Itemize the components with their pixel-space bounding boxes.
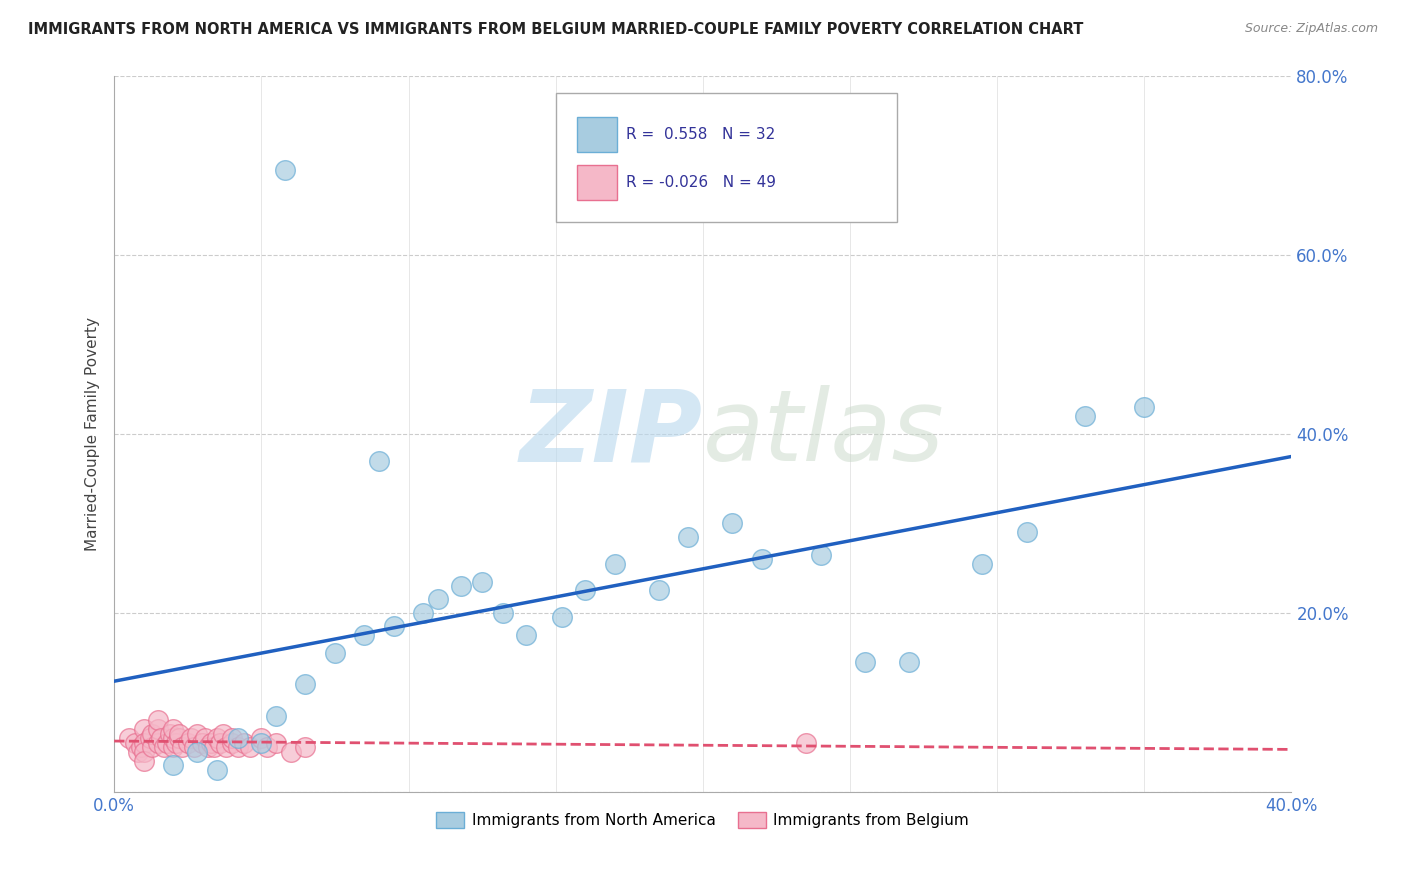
Point [232, 736, 254, 750]
Point [132, 745, 155, 759]
Point [250, 731, 273, 746]
Point [221, 731, 243, 746]
Point [264, 709, 287, 723]
Point [239, 740, 262, 755]
Point [647, 583, 669, 598]
Point [162, 731, 184, 746]
Point [180, 731, 202, 746]
Point [202, 740, 225, 755]
Point [450, 579, 472, 593]
Y-axis label: Married-Couple Family Poverty: Married-Couple Family Poverty [86, 317, 100, 550]
Text: ZIP: ZIP [520, 385, 703, 483]
Point [162, 723, 184, 737]
Point [550, 610, 572, 624]
Point [159, 727, 181, 741]
Point [212, 727, 235, 741]
Point [1133, 400, 1156, 414]
Point [200, 736, 222, 750]
Point [124, 736, 146, 750]
Point [471, 574, 494, 589]
Point [897, 655, 920, 669]
Text: IMMIGRANTS FROM NORTH AMERICA VS IMMIGRANTS FROM BELGIUM MARRIED-COUPLE FAMILY P: IMMIGRANTS FROM NORTH AMERICA VS IMMIGRA… [28, 22, 1084, 37]
Point [205, 731, 228, 746]
Point [574, 583, 596, 598]
Point [186, 727, 208, 741]
Point [162, 740, 184, 755]
Text: atlas: atlas [703, 385, 945, 483]
FancyBboxPatch shape [555, 94, 897, 222]
Point [721, 516, 744, 531]
Point [603, 557, 626, 571]
Point [141, 740, 163, 755]
Point [167, 727, 190, 741]
Point [127, 745, 149, 759]
Point [323, 646, 346, 660]
Point [148, 736, 170, 750]
Point [256, 740, 278, 755]
Point [191, 736, 214, 750]
Point [132, 754, 155, 768]
Point [972, 557, 994, 571]
Point [294, 740, 316, 755]
Point [148, 723, 170, 737]
Point [426, 592, 449, 607]
Point [183, 740, 205, 755]
Point [676, 530, 699, 544]
Point [1015, 525, 1038, 540]
Legend: Immigrants from North America, Immigrants from Belgium: Immigrants from North America, Immigrant… [430, 806, 976, 835]
Point [132, 736, 155, 750]
Point [294, 677, 316, 691]
Point [264, 736, 287, 750]
Point [153, 740, 176, 755]
Point [170, 740, 193, 755]
Point [118, 731, 141, 746]
Point [129, 740, 152, 755]
Point [515, 628, 537, 642]
Point [177, 736, 200, 750]
Point [148, 714, 170, 728]
Point [250, 736, 273, 750]
Point [412, 606, 434, 620]
Point [751, 552, 773, 566]
Point [226, 731, 249, 746]
Point [186, 745, 208, 759]
Point [794, 736, 817, 750]
Point [353, 628, 375, 642]
Point [368, 453, 391, 467]
Point [165, 736, 187, 750]
Point [138, 731, 160, 746]
Point [150, 731, 173, 746]
Point [274, 162, 297, 177]
Text: R = -0.026   N = 49: R = -0.026 N = 49 [626, 176, 776, 191]
Point [492, 606, 515, 620]
Point [209, 736, 232, 750]
Text: R =  0.558   N = 32: R = 0.558 N = 32 [626, 128, 776, 143]
Point [167, 731, 190, 746]
Point [141, 727, 163, 741]
Point [215, 740, 238, 755]
Text: Source: ZipAtlas.com: Source: ZipAtlas.com [1244, 22, 1378, 36]
FancyBboxPatch shape [576, 117, 617, 153]
Point [221, 736, 243, 750]
Point [382, 619, 405, 633]
Point [853, 655, 876, 669]
Point [1074, 409, 1097, 423]
Point [162, 758, 184, 772]
FancyBboxPatch shape [576, 165, 617, 200]
Point [810, 548, 832, 562]
Point [226, 740, 249, 755]
Point [194, 731, 217, 746]
Point [156, 736, 179, 750]
Point [132, 723, 155, 737]
Point [197, 740, 219, 755]
Point [280, 745, 302, 759]
Point [205, 763, 228, 777]
